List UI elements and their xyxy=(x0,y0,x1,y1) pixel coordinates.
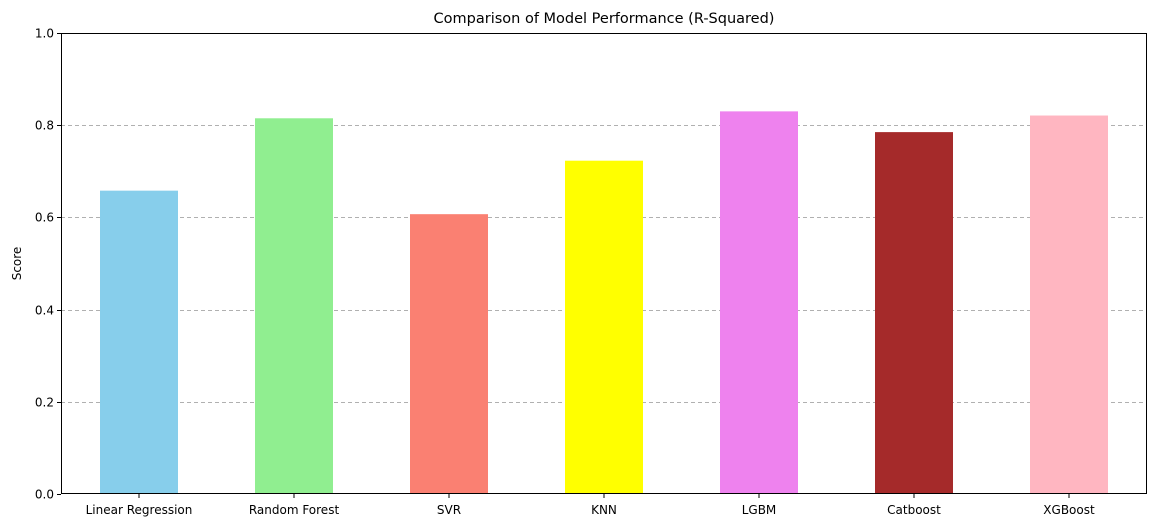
chart-title: Comparison of Model Performance (R-Squar… xyxy=(434,11,775,27)
y-tick-label: 1.0 xyxy=(35,27,54,41)
x-tick-label: Random Forest xyxy=(249,503,340,517)
y-axis-ticks: 0.0 0.2 0.4 0.6 0.8 1.0 xyxy=(35,27,61,502)
y-tick-label: 0.8 xyxy=(35,119,54,133)
x-axis-ticks: Linear Regression Random Forest SVR KNN LGBM… xyxy=(86,494,1095,517)
bar-knn xyxy=(565,160,643,494)
x-tick-label: Catboost xyxy=(887,503,941,517)
y-tick-label: 0.2 xyxy=(35,396,54,410)
x-tick-label: XGBoost xyxy=(1043,503,1095,517)
x-tick-label: KNN xyxy=(591,503,617,517)
y-tick-label: 0.6 xyxy=(35,211,54,225)
bar-random-forest xyxy=(255,118,333,494)
plot-frame xyxy=(61,33,1147,494)
x-tick-label: SVR xyxy=(437,503,461,517)
bar-catboost xyxy=(875,132,953,495)
bar-svr xyxy=(410,214,488,494)
y-tick-label: 0.0 xyxy=(35,488,54,502)
bar-xgboost xyxy=(1030,115,1108,495)
x-tick-label: Linear Regression xyxy=(86,503,193,517)
bar-lgbm xyxy=(720,111,798,495)
y-axis-label: Score xyxy=(10,247,24,281)
y-tick-label: 0.4 xyxy=(35,304,54,318)
x-tick-label: LGBM xyxy=(742,503,777,517)
bar-linear-regression xyxy=(100,190,178,495)
bars xyxy=(100,111,1108,495)
